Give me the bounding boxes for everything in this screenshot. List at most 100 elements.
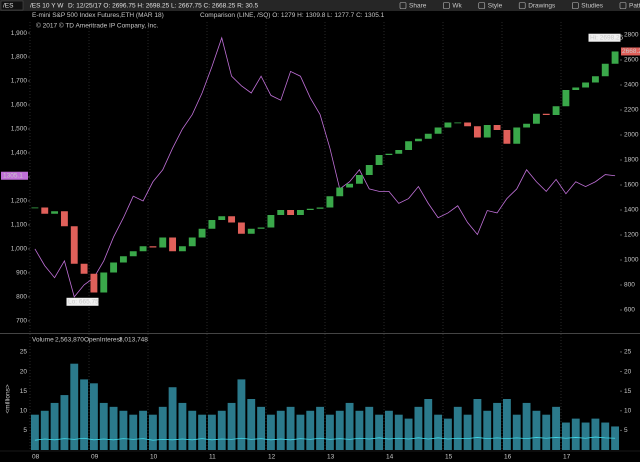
y2-tick-label: 1600 (624, 182, 639, 189)
volume-bar (148, 414, 157, 450)
volume-bar (365, 406, 374, 450)
volume-bar (316, 406, 325, 450)
annotation: Lo: 665.75 (68, 299, 99, 306)
candle (326, 196, 334, 208)
volume-bar (601, 422, 610, 450)
volume-bar (483, 410, 492, 450)
y2-tick-label: 1200 (624, 232, 639, 239)
x-tick-label: 09 (91, 454, 99, 461)
toolbar-button[interactable]: Studies (581, 2, 603, 9)
button-icon[interactable] (518, 2, 526, 9)
candle (346, 183, 354, 188)
x-tick-label: 16 (504, 454, 512, 461)
candle (464, 122, 472, 127)
subtitle: E-mini S&P 500 Index Futures,ETH (MAR 18… (32, 12, 164, 19)
toolbar-button[interactable]: Share (409, 2, 427, 9)
volume-bar (443, 418, 452, 450)
volume-bar (60, 395, 69, 450)
candle (513, 127, 521, 144)
volume-bar (542, 414, 551, 450)
volume-bar (188, 410, 197, 450)
button-icon[interactable] (478, 2, 486, 9)
candle (296, 210, 304, 215)
volume-readout: 2,563,870 (55, 337, 84, 344)
candle (100, 272, 108, 293)
candle (188, 237, 196, 247)
volume-bar (89, 383, 98, 450)
candle (149, 246, 157, 248)
volume-bar (453, 406, 462, 450)
volume-bar (424, 399, 433, 450)
volume-bar (247, 399, 256, 450)
y2-tick-label: 15 (624, 388, 632, 395)
candle (336, 187, 344, 197)
toolbar-button[interactable]: Drawings (528, 2, 556, 9)
volume-bar (109, 406, 118, 450)
candle (355, 175, 363, 184)
volume-bar (404, 418, 413, 450)
volume-bar (99, 402, 108, 450)
y2-tick-label: 25 (624, 349, 632, 356)
y-axis-label: <millions> (5, 384, 12, 413)
button-icon[interactable] (619, 2, 627, 9)
candle (483, 125, 491, 138)
volume-bar (581, 422, 590, 450)
y-tick-label: 1,500 (11, 126, 28, 133)
toolbar-button[interactable]: Style (488, 2, 503, 9)
y2-tick-label: 800 (624, 282, 635, 289)
candle (169, 237, 177, 252)
volume-bar (473, 399, 482, 450)
y2-tick-label: 20 (624, 368, 632, 375)
toolbar: /ES /ES 10 Y W D: 12/25/17 O: 2696.75 H:… (0, 0, 640, 11)
y-tick-label: 800 (16, 294, 27, 301)
candle (110, 262, 118, 273)
volume-bar (119, 410, 128, 450)
candle (444, 122, 452, 128)
button-icon[interactable] (399, 2, 407, 9)
volume-bar (296, 414, 305, 450)
annotation-box (66, 297, 99, 306)
volume-bar (306, 410, 315, 450)
volume-bar (129, 414, 138, 450)
volume-bar (384, 410, 393, 450)
toolbar-bar (0, 0, 640, 11)
button-icon[interactable] (571, 2, 579, 9)
volume-bar (40, 410, 49, 450)
y2-tick-label: 600 (624, 307, 635, 314)
x-tick-label: 11 (209, 454, 216, 461)
candle (434, 127, 442, 134)
y2-tick-label: 10 (624, 407, 632, 414)
volume-bar (50, 402, 59, 450)
volume-bar (217, 410, 226, 450)
y2-tick-label: 2000 (624, 132, 639, 139)
volume-bar (325, 414, 334, 450)
candle (31, 207, 39, 209)
volume-bar (227, 402, 236, 450)
volume-bar (139, 410, 148, 450)
volume-title: Volume (32, 337, 54, 344)
candle (493, 125, 501, 130)
candle (198, 228, 206, 238)
volume-bar (493, 402, 502, 450)
volume-bar (158, 406, 167, 450)
toolbar-button[interactable]: Wk (452, 2, 462, 9)
x-tick-label: 12 (268, 454, 276, 461)
candle (316, 207, 324, 209)
candle (562, 90, 570, 107)
symbol[interactable]: /ES (3, 2, 14, 9)
volume-bar (335, 410, 344, 450)
candle (503, 130, 511, 144)
y-tick-label: 1,900 (11, 30, 28, 37)
button-icon[interactable] (443, 2, 450, 9)
series-line (34, 436, 616, 441)
candle (414, 138, 422, 142)
volume-bar (355, 410, 364, 450)
y-tick-label: 1,700 (11, 78, 28, 85)
y2-tick-label: 1000 (624, 257, 639, 264)
toolbar-button[interactable]: Patterns (629, 2, 640, 9)
symbol-box[interactable] (0, 0, 24, 11)
volume-bar (345, 402, 354, 450)
